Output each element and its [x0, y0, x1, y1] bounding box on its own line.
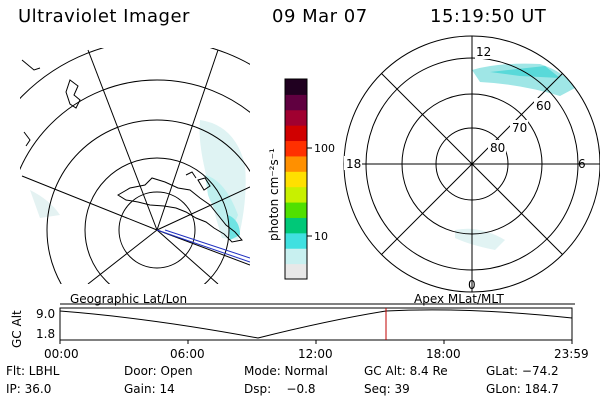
- filter-status: Flt: LBHL: [6, 364, 60, 378]
- aurora-patch: [455, 228, 505, 250]
- time-readout: 15:19:50 UT: [430, 6, 547, 27]
- mlt-label-6: 6: [578, 157, 586, 171]
- timeline-y-label: 1.8: [36, 327, 55, 341]
- coastline: [185, 171, 197, 179]
- colorbar-tick: 10: [314, 230, 328, 243]
- left-panel-label: Geographic Lat/Lon: [70, 292, 188, 306]
- seq-status: Seq: 39: [364, 382, 410, 396]
- colorbar-swatch: [285, 155, 307, 172]
- timeline-x-label: 23:59: [554, 347, 589, 361]
- ground-track: [156, 229, 250, 263]
- date-readout: 09 Mar 07: [272, 6, 368, 27]
- ip-status: IP: 36.0: [6, 382, 52, 396]
- timeline-x-label: 00:00: [44, 347, 79, 361]
- timeline-y-label: 9.0: [36, 307, 55, 321]
- mlat-label-60: 60: [536, 99, 551, 113]
- gain-status: Gain: 14: [124, 382, 175, 396]
- coastline: [21, 59, 41, 147]
- antarctica-coast: [117, 177, 243, 243]
- colorbar-tick: 100: [314, 142, 335, 155]
- app-title: Ultraviolet Imager: [18, 6, 190, 27]
- colorbar-swatch: [285, 202, 307, 218]
- colorbar-swatch: [285, 232, 307, 249]
- colorbar: 100 10 photon cm⁻²s⁻¹: [267, 78, 335, 280]
- colorbar-swatch: [285, 94, 307, 111]
- mlat-label-70: 70: [512, 121, 527, 135]
- mlt-label-18: 18: [346, 157, 361, 171]
- colorbar-swatch: [285, 140, 307, 157]
- door-status: Door: Open: [124, 364, 193, 378]
- altitude-timeline: GC Alt 9.0 1.8: [10, 303, 575, 348]
- colorbar-swatch: [285, 109, 307, 126]
- colorbar-swatch: [285, 186, 307, 203]
- aurora-patch: [30, 190, 60, 218]
- coastline: [65, 79, 81, 109]
- timeline-x-label: 06:00: [170, 347, 205, 361]
- altitude-curve: [59, 309, 573, 339]
- timeline-x-label: 18:00: [426, 347, 461, 361]
- glat-status: GLat: −74.2: [486, 364, 559, 378]
- right-panel-label: Apex MLat/MLT: [414, 292, 504, 306]
- coastline: [197, 177, 211, 191]
- colorbar-swatch: [285, 217, 307, 234]
- mlat-label-80: 80: [490, 141, 505, 155]
- timeline-axis-label: GC Alt: [10, 310, 24, 348]
- geographic-map: [20, 48, 250, 284]
- mode-status: Mode: Normal: [244, 364, 328, 378]
- glon-status: GLon: 184.7: [486, 382, 559, 396]
- timeline-x-label: 12:00: [298, 347, 333, 361]
- mlt-label-12: 12: [476, 45, 491, 59]
- colorbar-unit-label: photon cm⁻²s⁻¹: [267, 148, 281, 241]
- mlt-label-0: 0: [468, 278, 476, 292]
- colorbar-swatch: [285, 248, 307, 265]
- colorbar-swatch: [285, 171, 307, 188]
- mlat-mlt-plot: 12 18 6 0 60 70 80: [343, 35, 600, 293]
- colorbar-swatch: [285, 263, 307, 280]
- colorbar-swatch: [285, 79, 307, 95]
- dsp-status: Dsp: −0.8: [244, 382, 316, 396]
- colorbar-swatch: [285, 125, 307, 142]
- gc-alt-status: GC Alt: 8.4 Re: [364, 364, 448, 378]
